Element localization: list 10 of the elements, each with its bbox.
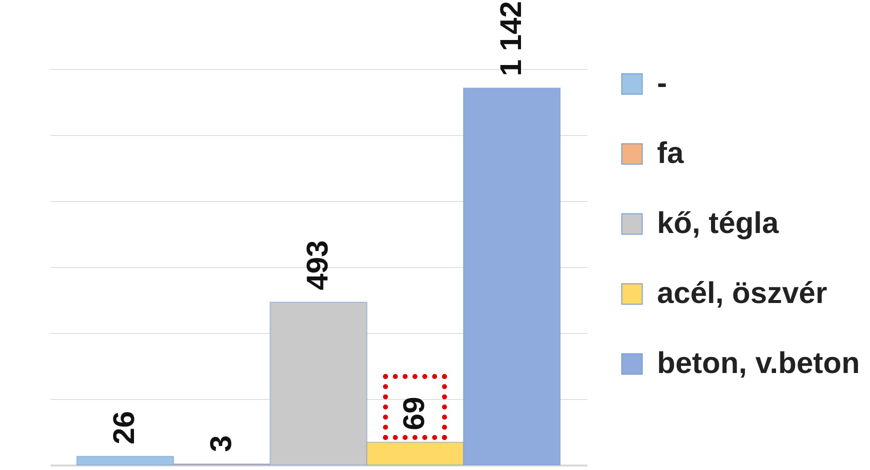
legend-label: -: [657, 67, 667, 100]
legend-label: fa: [657, 137, 684, 170]
data-label: 1 142: [494, 1, 528, 76]
legend-label: acél, öszvér: [657, 277, 828, 310]
legend-label: beton, v.beton: [657, 347, 860, 380]
legend-label: kő, tégla: [657, 207, 780, 240]
data-label: 3: [204, 435, 238, 452]
data-label: 493: [302, 240, 334, 290]
data-label: 26: [108, 411, 142, 444]
data-label: 69: [398, 396, 432, 430]
